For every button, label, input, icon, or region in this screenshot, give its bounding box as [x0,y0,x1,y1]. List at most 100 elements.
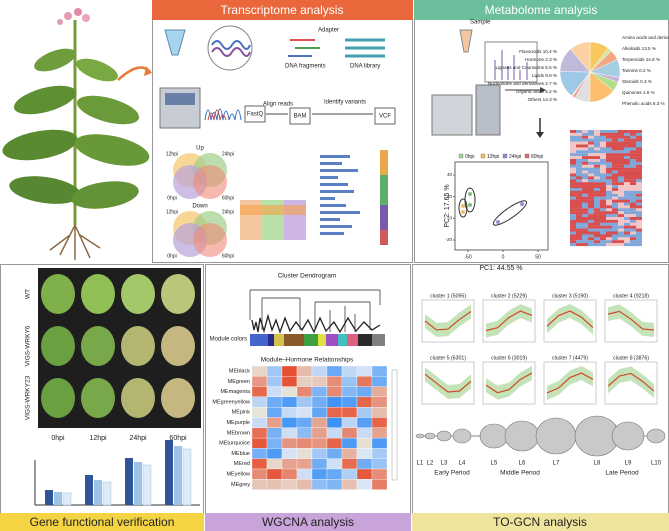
heatmap-cell [630,164,636,168]
axis-label: PC2: 17.65 % [444,184,451,227]
heatmap-cell [281,437,298,449]
heatmap-cell [588,170,594,174]
heatmap-cell [251,417,268,428]
heatmap-cell [612,156,618,160]
heatmap-cell [600,225,606,229]
heatmap-cell [624,222,630,226]
heatmap-cell [618,240,624,244]
metabolite-heatmap [570,130,642,247]
heatmap-cell [570,156,576,160]
heatmap-cell [576,150,582,154]
heatmap-cell [618,202,624,206]
sequencing-workflow [159,25,396,257]
module-color [250,334,268,346]
heatmap-cell [624,150,630,154]
heatmap-cell [251,479,268,490]
heatmap-cell [636,222,642,226]
heatmap-cell [618,135,624,139]
legend-swatch [524,153,530,159]
level-label: L3 [441,461,448,467]
heatmap-cell [266,479,283,490]
heatmap-cell [588,161,594,165]
heatmap-cell [588,173,594,177]
heatmap-cell [612,188,618,191]
heatmap-cell [612,222,618,226]
heatmap-cell [624,147,630,151]
heatmap-cell [624,219,630,223]
heatmap-cell [570,217,576,220]
module-label: MEpurple [226,420,250,426]
heatmap-cell [606,243,612,247]
heatmap-cell [606,196,612,200]
heatmap-cell [582,199,588,203]
heatmap-cell [630,179,636,183]
heatmap-cell [606,150,612,154]
heatmap-cell [570,199,576,203]
heatmap-cell [600,179,606,183]
venn-set-label: 60hpi [222,195,234,201]
leaf [161,378,195,418]
heatmap-cell [588,150,594,154]
heatmap-cell [618,147,624,151]
heatmap-cell [576,185,582,189]
heatmap-cell [600,234,606,238]
heatmap-cell [582,161,588,165]
cluster-title: cluster 6 (3019) [491,355,527,361]
heatmap-cell [570,211,576,215]
pie-slice [570,41,591,73]
pie-label: Others 14.3 % [528,97,557,102]
period-label: Early Period [434,470,470,477]
heatmap-cell [341,427,358,439]
heatmap-cell [630,193,636,197]
heatmap-cell [606,208,612,212]
heatmap-cell [356,365,373,377]
heatmap-cell [281,365,298,377]
heatmap-cell [618,225,624,229]
heatmap-cell [636,211,642,215]
heatmap-cell [624,196,630,200]
heatmap-cell [371,458,388,470]
heatmap-cell [281,427,298,439]
panel-title: Transcriptome analysis [221,3,344,17]
heatmap-cell [594,159,600,162]
panel-title: TO-GCN analysis [493,515,587,529]
heatmap-cell [326,365,343,377]
heatmap-cell [618,138,624,142]
level-label: L6 [519,461,526,467]
module-color [304,334,318,346]
heatmap-cell [636,193,642,197]
heatmap-cell [630,237,636,241]
heatmap-cell [576,141,582,145]
heatmap-cell [371,427,388,439]
heatmap-cell [251,396,268,408]
heatmap-cell [594,234,600,238]
heatmap-cell [281,407,298,418]
heatmap-cell [618,214,624,218]
heatmap-cell [570,135,576,139]
heatmap-cell [630,156,636,160]
gene-content: WT VIGS-WRKY6 VIGS-WRKY23 0hpi 12hpi 24hpi 60h… [25,268,201,506]
heatmap-cell [606,222,612,226]
heatmap-cell [594,217,600,220]
metabolome-illustration [431,29,549,251]
panel-footer [412,513,669,531]
heatmap-cell [636,208,642,212]
heatmap-cell [600,193,606,197]
workflow-label: Identify variants [324,100,366,106]
heatmap-cell [281,448,298,459]
heatmap-cell [606,132,612,136]
heatmap-cell [594,222,600,226]
heatmap-cell [576,217,582,220]
heatmap-cell [600,202,606,206]
heatmap-cell [582,188,588,191]
heatmap-cell [311,396,328,408]
heatmap-cell [311,468,328,480]
module-label: MEpink [232,410,251,416]
heatmap-cell [582,214,588,218]
heatmap-cell [311,386,328,398]
heatmap-cell [606,147,612,151]
heatmap-cell [630,222,636,226]
venn-title: Down [192,204,207,210]
module-label: MEblack [229,368,250,374]
heatmap-cell [612,130,618,133]
